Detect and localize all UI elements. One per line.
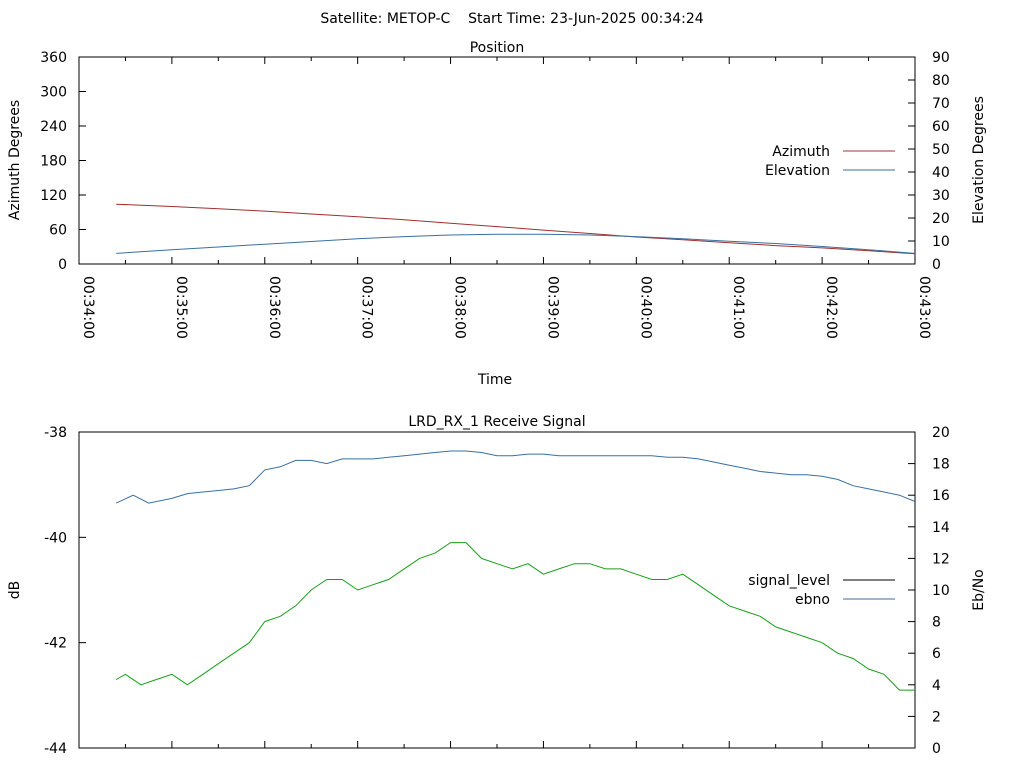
x-tick-label: 00:40:00 — [637, 276, 653, 339]
legend-ebno-label: ebno — [795, 592, 830, 608]
y-tick-label: 120 — [40, 188, 67, 204]
y2-tick-label: 30 — [932, 188, 950, 204]
position-azimuth-axis: 0 60 120 180 240 300 360 — [40, 50, 86, 273]
y2-tick-label: 60 — [932, 119, 950, 135]
x-tick-label: 00:37:00 — [359, 276, 375, 339]
y2-tick-label: 0 — [932, 741, 941, 757]
x-tick-label: 00:35:00 — [173, 276, 189, 339]
series-line-azimuth — [116, 203, 916, 255]
y-tick-label: 360 — [40, 50, 67, 66]
position-series — [116, 203, 916, 255]
y2-tick-label: 40 — [932, 165, 950, 181]
signal-time-axis — [78, 741, 916, 748]
signal-y2-axis-label: Eb/No — [971, 569, 987, 611]
signal-db-axis: -44 -42 -40 -38 — [44, 425, 86, 757]
position-time-axis: 00:34:00 00:35:00 00:36:00 00:37:00 00:38:00… — [78, 57, 932, 339]
signal-legend: signal_level ebno — [748, 573, 895, 608]
signal-panel: LRD_RX_1 Receive Signal -44 -42 -40 -38 0 2 4… — [7, 414, 987, 757]
y-tick-label: -40 — [44, 530, 67, 546]
y2-tick-label: 6 — [932, 646, 941, 662]
y2-tick-label: 4 — [932, 678, 941, 694]
y-tick-label: -44 — [44, 741, 67, 757]
position-y-axis-label: Azimuth Degrees — [7, 100, 23, 220]
x-tick-label: 00:42:00 — [823, 276, 839, 339]
x-tick-label: 00:38:00 — [452, 276, 468, 339]
position-elevation-axis: 0 10 20 30 40 50 60 70 80 90 — [908, 50, 950, 273]
x-tick-label: 00:34:00 — [80, 276, 96, 339]
y2-tick-label: 12 — [932, 551, 950, 567]
signal-y-axis-label: dB — [7, 581, 23, 600]
y2-tick-label: 18 — [932, 457, 950, 473]
y2-tick-label: 16 — [932, 488, 950, 504]
figure-title: Satellite: METOP-C Start Time: 23-Jun-20… — [320, 11, 703, 27]
x-tick-label: 00:39:00 — [544, 276, 560, 339]
y2-tick-label: 8 — [932, 615, 941, 631]
y2-tick-label: 0 — [932, 257, 941, 273]
y-tick-label: -38 — [44, 425, 67, 441]
signal-series — [115, 450, 916, 691]
series-line-unlabeled — [115, 542, 915, 691]
legend-azimuth-label: Azimuth — [772, 144, 830, 160]
y-tick-label: 300 — [40, 85, 67, 101]
series-line-ebno — [115, 450, 916, 504]
y2-tick-label: 50 — [932, 142, 950, 158]
x-tick-label: 00:43:00 — [916, 276, 932, 339]
legend-signal-level-label: signal_level — [748, 573, 830, 589]
y2-tick-label: 20 — [932, 211, 950, 227]
y2-tick-label: 20 — [932, 425, 950, 441]
y2-tick-label: 90 — [932, 50, 950, 66]
y2-tick-label: 2 — [932, 709, 941, 725]
position-legend: Azimuth Elevation — [765, 144, 895, 179]
position-plot-frame — [78, 56, 916, 265]
position-chart-title: Position — [470, 40, 525, 56]
y-tick-label: -42 — [44, 636, 67, 652]
position-panel: Position 0 60 120 180 240 300 360 0 10 20 30 40 50 6… — [7, 40, 987, 388]
x-tick-label: 00:36:00 — [266, 276, 282, 339]
y2-tick-label: 10 — [932, 234, 950, 250]
y-tick-label: 240 — [40, 119, 67, 135]
position-x-axis-label: Time — [477, 372, 512, 388]
y-tick-label: 180 — [40, 154, 67, 170]
x-tick-label: 00:41:00 — [730, 276, 746, 339]
y2-tick-label: 10 — [932, 583, 950, 599]
y-tick-label: 60 — [49, 223, 67, 239]
y2-tick-label: 80 — [932, 73, 950, 89]
y-tick-label: 0 — [58, 257, 67, 273]
signal-plot-frame — [78, 431, 916, 749]
legend-elevation-label: Elevation — [765, 163, 830, 179]
y2-tick-label: 70 — [932, 96, 950, 112]
series-line-elevation — [116, 233, 916, 254]
position-y2-axis-label: Elevation Degrees — [971, 96, 987, 224]
y2-tick-label: 14 — [932, 520, 950, 536]
signal-ebno-axis: 0 2 4 6 8 10 12 14 16 18 20 — [908, 425, 950, 757]
signal-chart-title: LRD_RX_1 Receive Signal — [408, 414, 585, 430]
